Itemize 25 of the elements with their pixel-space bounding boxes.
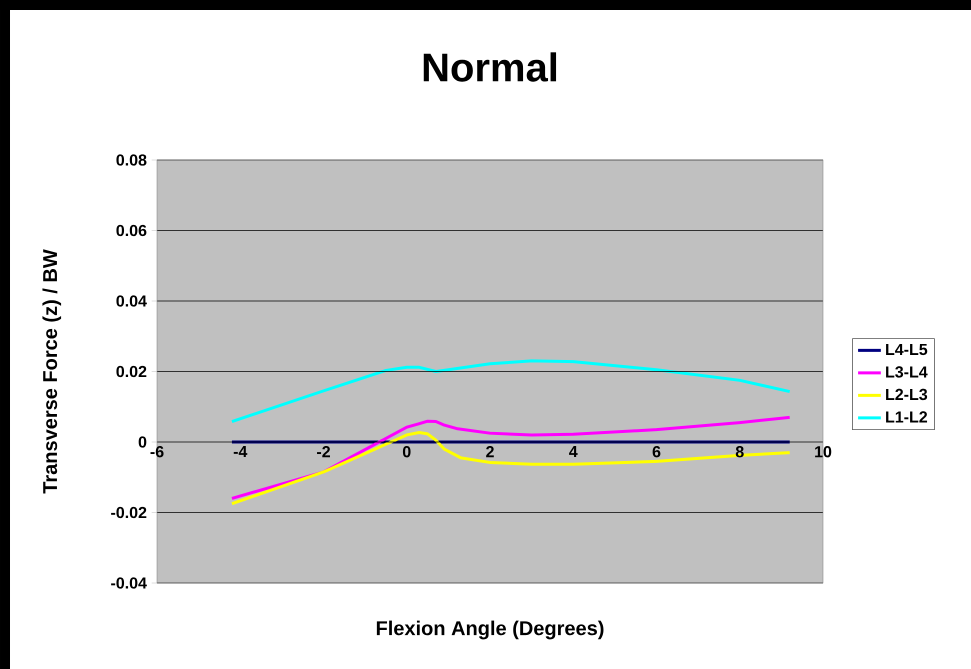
y-tick-label: 0 xyxy=(138,436,146,448)
line-series xyxy=(230,416,792,500)
line-series xyxy=(230,430,792,506)
x-tick-label: -4 xyxy=(234,446,248,458)
x-tick-label: -6 xyxy=(150,446,164,458)
y-axis-title: Transverse Force (z) / BW xyxy=(42,249,62,494)
x-tick-label: 10 xyxy=(815,446,832,458)
y-tick-label: 0.02 xyxy=(116,366,146,378)
x-tick-label: 2 xyxy=(486,446,494,458)
x-tick-label: 4 xyxy=(569,446,578,458)
x-tick-label: 0 xyxy=(402,446,411,458)
y-tick-label: 0.04 xyxy=(116,295,147,307)
x-tick-label: 6 xyxy=(652,446,660,458)
legend-label: L2-L3 xyxy=(886,388,928,400)
legend-label: L4-L5 xyxy=(886,344,928,356)
y-tick-label: 0.06 xyxy=(116,224,146,236)
x-tick-label: -2 xyxy=(317,446,330,458)
y-tick-label: 0.08 xyxy=(116,154,146,166)
x-axis-title: Flexion Angle (Degrees) xyxy=(376,620,604,640)
chart-title: Normal xyxy=(424,52,556,82)
legend-label: L3-L4 xyxy=(886,366,928,378)
legend-label: L1-L2 xyxy=(886,411,928,422)
line-series xyxy=(230,359,792,424)
y-tick-label: -0.04 xyxy=(111,577,147,589)
y-tick-label: -0.02 xyxy=(111,506,146,518)
